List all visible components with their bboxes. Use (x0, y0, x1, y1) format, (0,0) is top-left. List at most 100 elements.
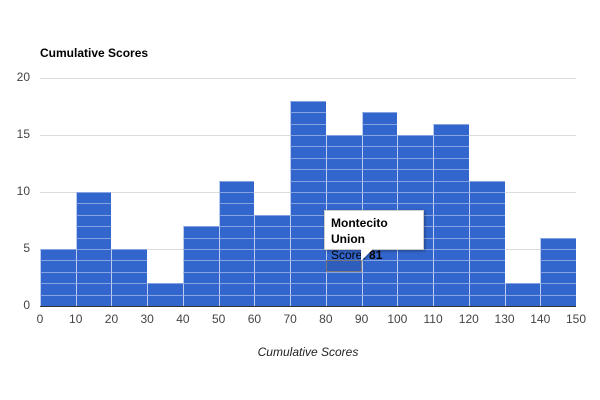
histogram-item[interactable] (182, 260, 219, 272)
histogram-item[interactable] (290, 169, 326, 181)
histogram-item[interactable] (290, 237, 326, 249)
histogram-item[interactable] (290, 192, 326, 204)
histogram-item[interactable] (75, 226, 112, 238)
histogram-item[interactable] (433, 283, 469, 295)
histogram-item[interactable] (182, 271, 219, 284)
histogram-item[interactable] (75, 249, 112, 261)
histogram-item[interactable] (468, 249, 505, 261)
histogram-item[interactable] (325, 203, 362, 215)
histogram-item[interactable] (433, 146, 469, 158)
histogram-item[interactable] (468, 294, 505, 306)
histogram-item[interactable] (433, 249, 469, 261)
histogram-item[interactable] (433, 237, 469, 249)
histogram-item[interactable] (433, 169, 469, 181)
histogram-item[interactable] (75, 294, 112, 306)
histogram-item[interactable] (540, 237, 576, 249)
histogram-item[interactable] (111, 249, 148, 261)
histogram-item[interactable] (111, 283, 148, 295)
histogram-item[interactable] (290, 214, 326, 227)
histogram-bar[interactable] (504, 283, 541, 306)
histogram-item[interactable] (254, 226, 291, 238)
histogram-item[interactable] (254, 237, 291, 249)
histogram-item[interactable] (325, 169, 362, 181)
histogram-item[interactable] (468, 180, 505, 192)
histogram-item[interactable] (325, 294, 362, 306)
histogram-bar[interactable] (290, 100, 326, 306)
histogram-item[interactable] (75, 237, 112, 249)
histogram-item[interactable] (468, 203, 505, 215)
histogram-item[interactable] (40, 283, 76, 295)
histogram-item[interactable] (254, 260, 291, 272)
histogram-item[interactable] (182, 249, 219, 261)
histogram-item[interactable] (254, 283, 291, 295)
histogram-item[interactable] (290, 146, 326, 158)
histogram-item[interactable] (540, 271, 576, 284)
histogram-item[interactable] (325, 283, 362, 295)
histogram-item[interactable] (290, 112, 326, 124)
histogram-item[interactable] (290, 294, 326, 306)
histogram-item[interactable] (182, 237, 219, 249)
histogram-item[interactable] (290, 260, 326, 272)
histogram-item[interactable] (433, 260, 469, 272)
histogram-item[interactable] (433, 192, 469, 204)
histogram-item[interactable] (433, 294, 469, 306)
histogram-item[interactable] (468, 260, 505, 272)
histogram-item[interactable] (325, 271, 362, 284)
histogram-item[interactable] (361, 260, 398, 272)
histogram-item[interactable] (40, 260, 76, 272)
histogram-item[interactable] (504, 294, 541, 306)
histogram-item[interactable] (468, 192, 505, 204)
histogram-bar[interactable] (254, 214, 291, 306)
histogram-item[interactable] (75, 271, 112, 284)
histogram-item[interactable] (397, 260, 434, 272)
histogram-item[interactable] (361, 157, 398, 170)
histogram-item[interactable] (397, 157, 434, 170)
histogram-item[interactable] (433, 157, 469, 170)
histogram-item[interactable] (290, 135, 326, 147)
histogram-item[interactable] (218, 260, 255, 272)
histogram-item[interactable] (325, 135, 362, 147)
histogram-item[interactable] (290, 226, 326, 238)
histogram-item[interactable] (361, 192, 398, 204)
histogram-item[interactable] (290, 180, 326, 192)
histogram-item[interactable] (361, 146, 398, 158)
histogram-item[interactable] (111, 271, 148, 284)
histogram-item[interactable] (325, 180, 362, 192)
histogram-item[interactable] (290, 123, 326, 135)
histogram-item[interactable] (147, 283, 183, 295)
histogram-item[interactable] (218, 237, 255, 249)
histogram-item[interactable] (397, 180, 434, 192)
histogram-item[interactable] (75, 214, 112, 227)
histogram-item[interactable] (40, 271, 76, 284)
histogram-item[interactable] (361, 283, 398, 295)
histogram-item[interactable] (468, 283, 505, 295)
histogram-item[interactable] (218, 180, 255, 192)
histogram-bar[interactable] (468, 180, 505, 306)
histogram-bar[interactable] (40, 249, 76, 306)
histogram-item[interactable] (218, 249, 255, 261)
histogram-item[interactable] (40, 294, 76, 306)
histogram-bar[interactable] (218, 180, 255, 306)
histogram-item[interactable] (218, 271, 255, 284)
histogram-item[interactable] (218, 203, 255, 215)
histogram-item[interactable] (218, 294, 255, 306)
histogram-item[interactable] (361, 271, 398, 284)
histogram-item[interactable] (397, 135, 434, 147)
histogram-item[interactable] (433, 214, 469, 227)
histogram-item[interactable] (182, 283, 219, 295)
histogram-item[interactable] (254, 294, 291, 306)
histogram-item[interactable] (504, 283, 541, 295)
histogram-item[interactable] (361, 169, 398, 181)
histogram-item[interactable] (75, 260, 112, 272)
histogram-item[interactable] (182, 294, 219, 306)
histogram-item[interactable] (468, 226, 505, 238)
histogram-item[interactable] (433, 135, 469, 147)
histogram-item[interactable] (468, 214, 505, 227)
histogram-item[interactable] (361, 112, 398, 124)
histogram-bar[interactable] (433, 123, 469, 306)
histogram-item[interactable] (218, 226, 255, 238)
histogram-item[interactable] (218, 192, 255, 204)
histogram-item[interactable] (397, 169, 434, 181)
histogram-item[interactable] (325, 157, 362, 170)
histogram-item[interactable] (361, 123, 398, 135)
